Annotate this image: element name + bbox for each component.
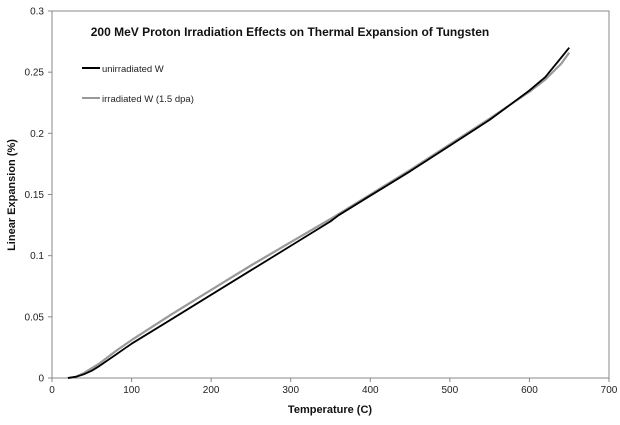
y-tick-label: 0 [38,374,44,385]
chart-title: 200 MeV Proton Irradiation Effects on Th… [91,25,490,39]
x-tick-label: 100 [123,385,140,396]
series-layer [67,47,571,380]
x-tick-label: 600 [521,385,538,396]
x-axis-title: Temperature (C) [288,404,372,416]
x-tick-label: 400 [362,385,379,396]
y-tick-label: 0.2 [30,129,44,140]
y-axis: 0 0.05 0.1 0.15 0.2 0.25 0.3 [25,7,52,385]
legend: unirradiated W irradiated W (1.5 dpa) [82,64,194,105]
x-axis: 0 100 200 300 400 500 600 700 [49,378,618,396]
y-tick-label: 0.25 [25,68,45,79]
x-tick-label: 0 [49,385,55,396]
y-axis-title: Linear Expansion (%) [6,139,18,251]
y-tick-label: 0.05 [25,312,45,323]
x-tick-label: 300 [282,385,299,396]
plot-area [51,10,610,379]
y-tick-label: 0.1 [30,251,44,262]
x-tick-label: 200 [203,385,220,396]
legend-label-irradiated: irradiated W (1.5 dpa) [102,94,194,105]
legend-label-unirradiated: unirradiated W [102,64,164,75]
y-tick-label: 0.3 [30,7,44,18]
x-tick-label: 700 [601,385,618,396]
y-tick-label: 0.15 [25,190,45,201]
series-line-unirradiated [67,47,570,379]
x-tick-label: 500 [442,385,459,396]
